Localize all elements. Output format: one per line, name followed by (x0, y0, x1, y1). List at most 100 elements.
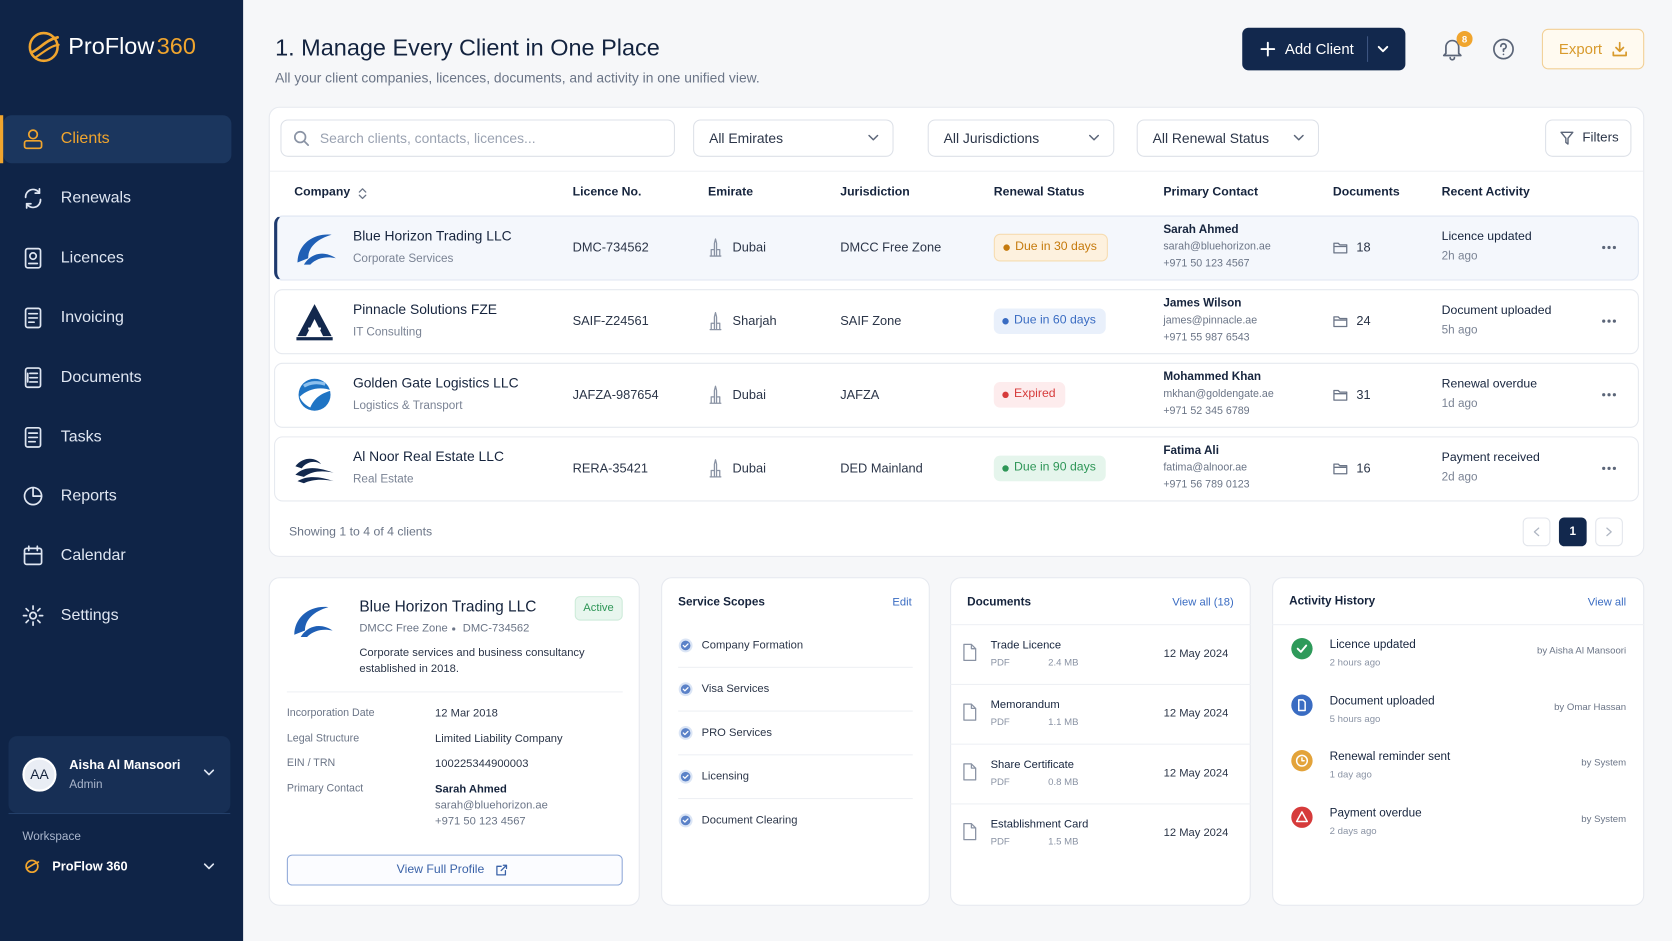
check-icon (678, 726, 693, 740)
company-name[interactable]: Golden Gate Logistics LLC (352, 374, 519, 391)
licence-number: SAIF-Z24561 (572, 313, 649, 329)
view-profile-button[interactable] (286, 854, 623, 886)
company-name[interactable]: Al Noor Real Estate LLC (352, 448, 504, 465)
file-icon[interactable] (963, 643, 977, 662)
page-prev[interactable] (1522, 517, 1551, 547)
add-client-chevron[interactable] (1377, 45, 1390, 54)
profile-licence: DMC-734562 (462, 621, 530, 635)
activity-title: Licence updated (1329, 638, 1416, 652)
search-input[interactable] (280, 119, 675, 157)
nav-item[interactable]: Documents (60, 367, 142, 386)
column-header: Recent Activity (1441, 185, 1530, 199)
activity-time: 5 hours ago (1329, 712, 1381, 724)
filters-button[interactable] (1545, 119, 1632, 157)
row-menu[interactable] (1602, 245, 1617, 250)
emirate-icon (709, 459, 722, 478)
nav-item[interactable]: Calendar (60, 546, 126, 565)
activity-text: Renewal overdue (1441, 377, 1538, 391)
row-menu[interactable] (1602, 319, 1617, 323)
export-button[interactable] (1541, 28, 1645, 70)
page-number[interactable]: 1 (1569, 524, 1577, 538)
dropdown-chevron (868, 134, 879, 141)
nav-item[interactable]: Settings (60, 606, 119, 625)
document-name[interactable]: Establishment Card (990, 817, 1089, 831)
nav-icon[interactable] (22, 486, 43, 507)
table-row[interactable] (274, 436, 1639, 502)
nav-item[interactable]: Invoicing (60, 308, 124, 327)
nav-icon[interactable] (22, 187, 43, 209)
document-divider (950, 683, 1251, 685)
nav-item[interactable]: Clients (60, 129, 110, 148)
card-title: Service Scopes (678, 595, 765, 609)
file-icon[interactable] (963, 703, 977, 721)
scope-item: PRO Services (701, 726, 772, 740)
nav-icon[interactable] (22, 366, 43, 388)
filters-label[interactable]: Filters (1582, 129, 1619, 145)
help-icon[interactable] (1493, 38, 1514, 60)
nav-item[interactable]: Renewals (60, 188, 132, 207)
workspace-logo (25, 859, 40, 874)
document-name[interactable]: Memorandum (990, 698, 1060, 712)
filter-dropdown[interactable] (1136, 119, 1320, 157)
document-name[interactable]: Trade Licence (990, 638, 1062, 652)
nav-item[interactable]: Reports (60, 486, 117, 506)
file-icon[interactable] (963, 823, 977, 841)
sort-icon[interactable] (357, 188, 368, 200)
user-name: Aisha Al Mansoori (69, 757, 181, 773)
nav-icon[interactable] (22, 426, 43, 448)
notification-bell[interactable] (1442, 37, 1463, 61)
dropdown-chevron (1089, 134, 1100, 141)
export-label[interactable]: Export (1558, 40, 1603, 58)
nav-item[interactable]: Tasks (60, 427, 102, 446)
user-chevron[interactable] (203, 768, 216, 777)
field-label: EIN / TRN (286, 757, 336, 770)
nav-icon[interactable] (22, 307, 43, 329)
row-menu[interactable] (1602, 466, 1617, 470)
nav-item[interactable]: Licences (60, 248, 124, 267)
document-size: 2.4 MB (1048, 656, 1079, 668)
documents-card (950, 577, 1251, 906)
table-row[interactable] (274, 289, 1639, 355)
jurisdiction: DMCC Free Zone (840, 239, 942, 255)
brand-logo (28, 31, 60, 63)
company-name[interactable]: Pinnacle Solutions FZE (352, 301, 498, 318)
workspace-chevron[interactable] (203, 862, 216, 871)
view-profile-label[interactable]: View Full Profile (396, 862, 485, 876)
jurisdiction: DED Mainland (840, 460, 923, 476)
profile-description: Corporate services and business consulta… (359, 646, 585, 676)
company-logo (295, 458, 334, 484)
document-name[interactable]: Share Certificate (990, 758, 1074, 772)
column-header: Renewal Status (993, 185, 1085, 199)
user-initials: AA (30, 766, 49, 783)
filter-dropdown[interactable] (693, 119, 894, 157)
row-menu[interactable] (1602, 393, 1617, 397)
nav-icon[interactable] (22, 545, 43, 567)
workspace-name[interactable]: ProFlow 360 (52, 858, 128, 874)
file-icon[interactable] (963, 763, 977, 781)
nav-icon[interactable] (22, 247, 43, 269)
table-row[interactable] (274, 362, 1639, 428)
document-type: PDF (990, 776, 1010, 787)
page-next[interactable] (1595, 517, 1623, 547)
nav-icon[interactable] (22, 605, 44, 627)
card-action[interactable]: View all (1587, 596, 1627, 609)
add-client-label[interactable]: Add Client (1284, 40, 1354, 58)
company-name[interactable]: Blue Horizon Trading LLC (352, 227, 512, 244)
page-current[interactable] (1558, 517, 1587, 547)
filter-dropdown[interactable] (927, 119, 1115, 157)
profile-status: Active (574, 596, 623, 621)
column-header[interactable]: Company (294, 185, 351, 199)
column-header: Documents (1332, 185, 1400, 199)
card-action[interactable]: View all (18) (1172, 596, 1234, 609)
activity-time: 1 day ago (1329, 769, 1372, 780)
column-header: Jurisdiction (840, 185, 910, 199)
activity-card (1272, 577, 1645, 906)
activity-time: 2 hours ago (1329, 656, 1381, 668)
card-action[interactable]: Edit (892, 596, 912, 609)
nav-icon[interactable] (22, 128, 43, 150)
activity-text: Licence updated (1441, 230, 1532, 244)
profile-separator-dot (452, 627, 456, 631)
folder-icon (1333, 389, 1348, 401)
table-row[interactable] (274, 215, 1639, 281)
